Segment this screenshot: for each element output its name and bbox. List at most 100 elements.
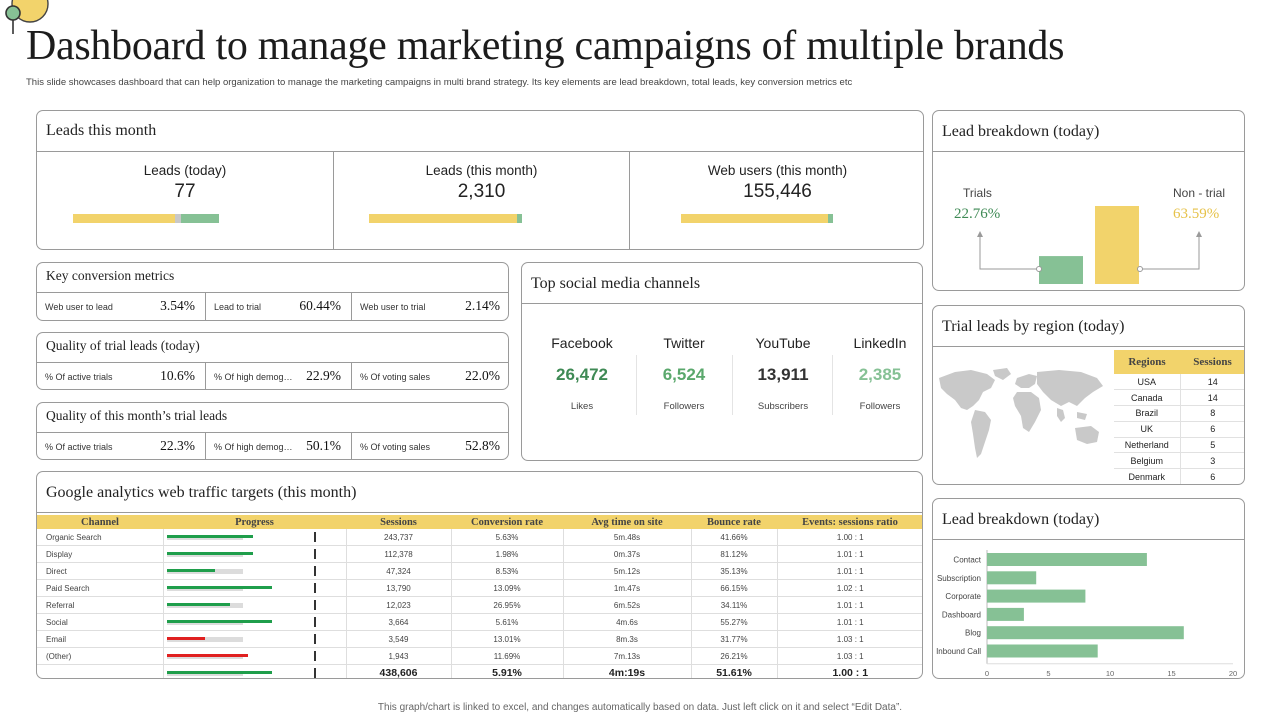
- ga-conversion-cell: 13.01%: [450, 630, 563, 649]
- table-row: Organic Search 243,737 5.63% 5m.48s 41.66% 1.…: [37, 529, 922, 547]
- web-users-label: Web users (this month): [707, 163, 848, 178]
- ga-conversion-cell: 5.91%: [450, 664, 563, 678]
- ga-panel: Google analytics web traffic targets (th…: [36, 471, 923, 679]
- ga-progress-cell: [162, 545, 346, 564]
- region-table: Regions Sessions USA 14 Canada 14 Brazil 8 …: [1114, 350, 1244, 484]
- table-row: USA 14: [1114, 374, 1244, 391]
- table-row: Brazil 8: [1114, 405, 1244, 422]
- key-conversion-panel: Key conversion metrics Web user to lead …: [36, 262, 509, 321]
- leads-today-label: Leads (today): [143, 163, 227, 178]
- ga-sessions-cell: 47,324: [345, 562, 451, 581]
- web-users-value: 155,446: [743, 181, 812, 202]
- progress-bar-fill: [166, 620, 272, 624]
- metric-voting-sales-month: % Of voting sales 52.8%: [360, 438, 500, 453]
- social-facebook: Facebook 26,472 Likes: [551, 335, 613, 412]
- ga-table: Channel Progress Sessions Conversion rat…: [37, 515, 922, 678]
- progress-target-marker: [313, 634, 316, 645]
- progress-bar-fill: [166, 603, 230, 607]
- ga-channel-cell: (Other): [37, 647, 163, 666]
- nontrial-connector-dot: [1137, 266, 1143, 272]
- ga-time-cell: 5m.12s: [562, 562, 691, 581]
- ga-col-conversion: Conversion rate: [451, 515, 563, 529]
- bar-subscription: [987, 571, 1037, 585]
- ga-col-sessions: Sessions: [346, 515, 451, 529]
- lead-breakdown-bottom-panel: Lead breakdown (today) Contact Subscripti…: [932, 498, 1245, 679]
- ga-conversion-cell: 13.09%: [450, 579, 563, 598]
- ga-sessions-cell: 243,737: [345, 529, 451, 547]
- lead-breakdown-bottom-title: Lead breakdown (today): [942, 511, 1100, 528]
- progress-bar: [164, 597, 346, 613]
- ga-time-cell: 7m.13s: [562, 647, 691, 666]
- table-row: Netherland 5: [1114, 437, 1244, 454]
- leads-today-card: Leads (today) 77: [37, 152, 333, 249]
- ga-channel-cell: Social: [37, 613, 163, 632]
- table-row: Direct 47,324 8.53% 5m.12s 35.13% 1.01 : 1: [37, 562, 922, 581]
- ga-bounce-cell: 31.77%: [690, 630, 777, 649]
- ga-bounce-cell: 41.66%: [690, 529, 777, 547]
- ga-bounce-cell: 34.11%: [690, 596, 777, 615]
- web-users-bar-fill: [681, 214, 828, 223]
- social-panel: Top social media channels Facebook 26,47…: [521, 262, 923, 461]
- bar-trials: [1039, 256, 1083, 284]
- x-tick-label: 10: [1106, 669, 1114, 678]
- table-row: Denmark 6: [1114, 468, 1244, 484]
- progress-bar-fill: [166, 654, 248, 658]
- social-panel-title: Top social media channels: [531, 275, 701, 292]
- progress-bar: [164, 648, 346, 664]
- metric-voting-sales-today: % Of voting sales 22.0%: [360, 368, 500, 383]
- ga-ratio-cell: 1.03 : 1: [776, 630, 922, 649]
- ga-conversion-cell: 11.69%: [450, 647, 563, 666]
- ga-progress-cell: [162, 664, 346, 678]
- progress-target-marker: [313, 617, 316, 628]
- progress-bar: [164, 614, 346, 630]
- category-label: Dashboard: [942, 610, 981, 619]
- ga-ratio-cell: 1.01 : 1: [776, 613, 922, 632]
- social-linkedin: LinkedIn 2,385 Followers: [853, 335, 907, 412]
- progress-bar: [164, 546, 346, 562]
- lead-breakdown-top-panel: Lead breakdown (today) Trials 22.76% Non…: [932, 110, 1245, 291]
- progress-target-marker: [313, 532, 316, 543]
- bar-inbound-call: [987, 644, 1098, 658]
- category-label: Blog: [965, 629, 981, 638]
- leads-month-value: 2,310: [457, 181, 506, 202]
- table-row: (Other) 1,943 11.69% 7m.13s 26.21% 1.03 : 1: [37, 647, 922, 666]
- progress-bar: [164, 665, 346, 678]
- progress-target-marker: [313, 549, 316, 560]
- web-users-bar-remaining: [828, 214, 833, 223]
- category-label: Inbound Call: [936, 647, 981, 656]
- ga-ratio-cell: 1.01 : 1: [776, 562, 922, 581]
- table-row: Paid Search 13,790 13.09% 1m.47s 66.15% 1.02 …: [37, 579, 922, 598]
- ga-sessions-cell: 1,943: [345, 647, 451, 666]
- ga-channel-cell: Direct: [37, 562, 163, 581]
- ga-col-bounce: Bounce rate: [691, 515, 777, 529]
- ga-total-row: 438,606 5.91% 4m:19s 51.61% 1.00 : 1: [37, 664, 922, 678]
- ga-time-cell: 5m.48s: [562, 529, 691, 547]
- table-row: Referral 12,023 26.95% 6m.52s 34.11% 1.01 : 1: [37, 596, 922, 615]
- metric-active-trials-month: % Of active trials 22.3%: [45, 438, 195, 453]
- ga-channel-cell: Email: [37, 630, 163, 649]
- table-row: Belgium 3: [1114, 452, 1244, 470]
- ga-conversion-cell: 26.95%: [450, 596, 563, 615]
- social-youtube: YouTube 13,911 Subscribers: [755, 335, 811, 412]
- trials-arrow-icon: [977, 231, 983, 237]
- progress-bar-fill: [166, 569, 215, 573]
- trials-connector: [979, 235, 1200, 270]
- leads-month-bar-remaining: [517, 214, 522, 223]
- ga-bounce-cell: 55.27%: [690, 613, 777, 632]
- web-users-card: Web users (this month) 155,446: [630, 152, 923, 249]
- social-twitter: Twitter 6,524 Followers: [662, 335, 706, 412]
- ga-progress-cell: [162, 630, 346, 649]
- ga-conversion-cell: 5.61%: [450, 613, 563, 632]
- ga-bounce-cell: 26.21%: [690, 647, 777, 666]
- ga-sessions-cell: 112,378: [345, 545, 451, 564]
- ga-table-header: Channel Progress Sessions Conversion rat…: [37, 515, 922, 529]
- ga-time-cell: 8m.3s: [562, 630, 691, 649]
- ga-channel-cell: Paid Search: [37, 579, 163, 598]
- region-col-header: Regions: [1114, 350, 1180, 374]
- progress-bar-track: [166, 637, 243, 643]
- x-tick-label: 0: [985, 669, 989, 678]
- ga-progress-cell: [162, 647, 346, 666]
- progress-target-marker: [313, 668, 316, 678]
- ga-progress-cell: [162, 529, 346, 547]
- bar-non-trial: [1095, 206, 1139, 284]
